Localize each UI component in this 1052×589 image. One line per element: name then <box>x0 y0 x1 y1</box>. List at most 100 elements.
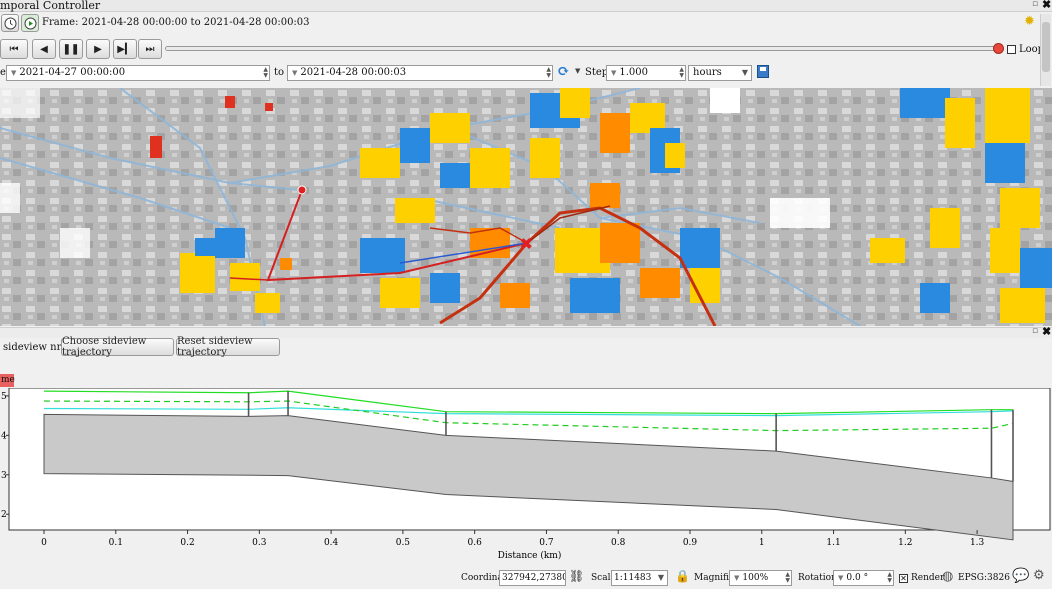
time-slider-fill <box>166 47 998 50</box>
coordinate-field[interactable]: 327942,2738061 <box>499 570 566 586</box>
clock-icon <box>4 17 16 29</box>
magnifier-label: Magnifier <box>694 573 739 583</box>
x-tick-label: 1 <box>759 538 765 548</box>
toggle-extents-icon[interactable]: ⛓ <box>569 569 585 583</box>
settings-icon[interactable]: ✹ <box>1024 14 1035 29</box>
y-tick-label: 4 <box>1 431 7 441</box>
lock-icon[interactable]: 🔒 <box>675 569 690 583</box>
fixed-range-mode-button[interactable] <box>1 14 19 32</box>
range-end-field[interactable]: ▼ 2021-04-28 00:00:03 ▲ ▼ <box>287 65 553 81</box>
trajectory-start-marker[interactable] <box>297 185 307 195</box>
render-label: Render <box>911 573 945 583</box>
spin-icon[interactable]: ▲ ▼ <box>679 66 684 79</box>
scale-value: 1:11483 <box>614 573 652 583</box>
float-icon[interactable]: ▫ <box>1032 326 1039 336</box>
step-value: 1.000 <box>619 67 649 78</box>
range-start-value: 2021-04-27 00:00:00 <box>19 67 126 78</box>
range-start-field[interactable]: ▼ 2021-04-27 00:00:00 ▲ ▼ <box>6 65 270 81</box>
sideview-trajectory[interactable] <box>229 189 717 326</box>
render-checkbox[interactable]: ✕ <box>899 574 908 583</box>
choose-sideview-trajectory-button[interactable]: Choose sideview trajectory <box>61 336 174 358</box>
frame-label: Frame: 2021-04-28 00:00:00 to 2021-04-28… <box>42 17 310 28</box>
x-tick-label: 0.5 <box>396 538 411 548</box>
sideview-label: sideview nr. 2 <box>3 342 73 353</box>
step-label: Step <box>585 67 609 78</box>
x-tick-label: 0.9 <box>683 538 698 548</box>
loop-label: Loop <box>1019 44 1045 55</box>
range-to-label: to <box>274 67 285 78</box>
dropdown-arrow-icon: ▼ <box>292 69 298 77</box>
close-icon[interactable]: ✖ <box>1042 0 1052 11</box>
globe-icon[interactable]: ◍ <box>942 569 954 584</box>
spin-icon[interactable]: ▲ ▼ <box>546 66 551 79</box>
skip-back-icon: ⏮ <box>9 43 19 55</box>
rotation-label: Rotation <box>798 573 837 583</box>
controller-scrollbar[interactable] <box>1040 14 1051 86</box>
land-patches <box>0 88 1052 323</box>
step-unit-value: hours <box>693 67 722 78</box>
reset-sideview-trajectory-button[interactable]: Reset sideview trajectory <box>176 336 280 358</box>
y-tick-label: 5 <box>1 392 7 402</box>
export-animation-button[interactable] <box>757 65 769 78</box>
step-unit-select[interactable]: hours ▼ <box>688 65 752 81</box>
x-tick-label: 1.3 <box>970 538 985 548</box>
step-back-button[interactable]: ◀ <box>32 39 56 59</box>
range-end-value: 2021-04-28 00:00:03 <box>300 67 407 78</box>
magnifier-field[interactable]: ▼ 100% ▲ ▼ <box>729 570 792 586</box>
panel-title: mporal Controller <box>0 0 101 12</box>
x-tick-label: 0.1 <box>109 538 123 548</box>
magnifier-value: 100% <box>742 573 769 583</box>
rewind-to-start-button[interactable]: ⏮ <box>0 39 28 59</box>
pause-button[interactable]: ❚❚ <box>59 39 83 59</box>
close-icon[interactable]: ✖ <box>1042 325 1052 338</box>
animated-mode-button[interactable] <box>21 14 39 32</box>
dropdown-arrow-icon: ▼ <box>734 574 740 582</box>
scale-label: Scale <box>591 573 616 583</box>
float-icon[interactable]: ▫ <box>1032 0 1039 9</box>
scale-select[interactable]: 1:11483 ▼ <box>611 570 668 586</box>
skip-end-icon: ⏭ <box>145 43 155 55</box>
dropdown-arrow-icon: ▼ <box>611 69 617 77</box>
save-icon <box>760 67 766 71</box>
chevron-down-icon: ▼ <box>657 573 664 582</box>
dropdown-arrow-icon: ▼ <box>11 69 17 77</box>
plugin-icon[interactable]: ⚙ <box>1033 568 1045 583</box>
x-axis-label: Distance (km) <box>498 550 562 560</box>
status-bar: Coordinate 327942,2738061 ⛓ Scale 1:1148… <box>0 565 1052 589</box>
x-tick-label: 0.4 <box>324 538 339 548</box>
step-back-icon: ◀ <box>40 43 48 55</box>
refresh-icon[interactable]: ⟳ <box>557 62 570 80</box>
spin-icon[interactable]: ▲ ▼ <box>887 571 892 584</box>
y-tick-label: 2 <box>1 510 7 520</box>
x-tick-label: 0 <box>41 538 47 548</box>
time-slider-handle[interactable] <box>993 43 1004 54</box>
sideview-tag: me <box>0 374 15 387</box>
map-canvas[interactable]: ✖ <box>0 88 1052 326</box>
spin-icon[interactable]: ▲ ▼ <box>785 571 790 584</box>
step-forward-button[interactable]: ▶▎ <box>113 39 137 59</box>
x-tick-label: 0.8 <box>611 538 626 548</box>
step-value-field[interactable]: ▼ 1.000 ▲ ▼ <box>606 65 686 81</box>
messages-icon[interactable]: 💬 <box>1012 568 1030 584</box>
y-tick-label: 3 <box>1 471 7 481</box>
scrollbar-thumb[interactable] <box>1042 22 1050 72</box>
play-clock-icon <box>24 17 36 29</box>
play-icon: ▶ <box>94 43 102 55</box>
play-button[interactable]: ▶ <box>86 39 110 59</box>
sideview-panel-header: ▫ ✖ <box>0 325 1052 338</box>
x-tick-label: 0.6 <box>468 538 483 548</box>
coordinate-label: Coordinate <box>461 573 512 583</box>
spin-icon[interactable]: ▲ ▼ <box>263 66 268 79</box>
time-slider[interactable] <box>165 46 999 51</box>
x-tick-label: 0.7 <box>539 538 554 548</box>
loop-checkbox[interactable] <box>1007 45 1016 54</box>
rotation-value: 0.0 ° <box>846 573 869 583</box>
range-prefix-label: e <box>0 67 6 78</box>
crs-label[interactable]: EPSG:3826 <box>958 573 1010 583</box>
step-dropdown-icon[interactable]: ▼ <box>575 67 581 75</box>
temporal-controller-titlebar: mporal Controller ▫ ✖ <box>0 0 1052 12</box>
coordinate-value: 327942,2738061 <box>502 573 565 583</box>
rotation-field[interactable]: ▼ 0.0 ° ▲ ▼ <box>833 570 894 586</box>
pause-icon: ❚❚ <box>62 43 80 55</box>
skip-to-end-button[interactable]: ⏭ <box>138 39 162 59</box>
